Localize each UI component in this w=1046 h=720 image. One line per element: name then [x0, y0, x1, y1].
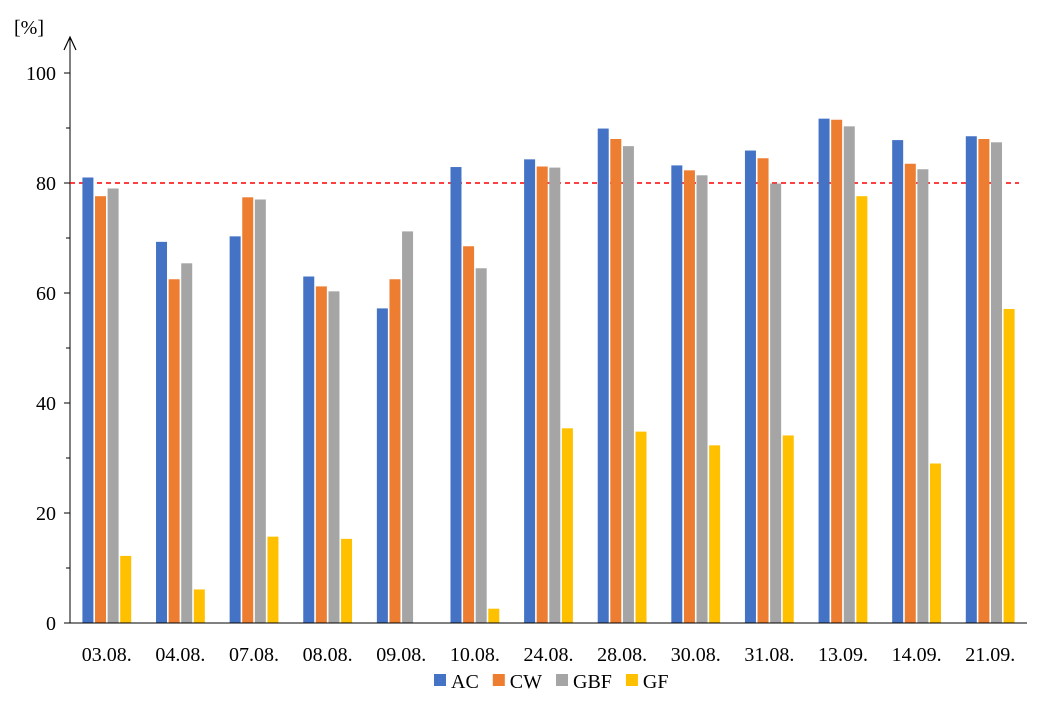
y-tick-label: 0: [46, 613, 56, 635]
bar-gbf-10: [843, 126, 855, 623]
legend-label-cw: CW: [510, 671, 542, 693]
x-axis: 03.08. 04.08. 07.08. 08.08. 09.08. 10.08. 24.0…: [70, 622, 1027, 666]
bar-gbf-2: [254, 199, 266, 623]
bar-gf-8: [709, 445, 721, 623]
bar-ac-4: [376, 308, 388, 623]
bar-gbf-7: [622, 146, 634, 623]
legend-label-ac: AC: [451, 671, 479, 693]
x-tick-label: 09.08.: [376, 644, 426, 666]
legend-swatch-gf: [625, 674, 638, 686]
bar-cw-12: [978, 139, 990, 623]
bar-cw-4: [389, 279, 401, 623]
y-tick-label: 100: [26, 63, 56, 85]
x-tick-label: 07.08.: [229, 644, 279, 666]
bar-cw-7: [610, 139, 622, 623]
y-axis: 0 20 40 60 80 100 [%]: [14, 17, 77, 635]
bar-ac-3: [303, 276, 315, 623]
bar-ac-1: [156, 241, 168, 623]
bar-gf-10: [856, 196, 868, 623]
y-tick-label: 40: [36, 393, 56, 415]
bar-ac-10: [818, 118, 830, 624]
x-tick-label: 28.08.: [597, 644, 647, 666]
x-tick-label: 21.09.: [965, 644, 1015, 666]
y-axis-label: [%]: [14, 17, 44, 39]
legend-swatch-ac: [434, 674, 446, 686]
legend-swatch-gbf: [556, 674, 569, 686]
bar-gf-12: [1003, 308, 1015, 623]
bar-gf-6: [561, 428, 573, 623]
bar-cw-9: [757, 158, 769, 623]
bar-gbf-11: [917, 169, 929, 623]
x-tick-label: 14.09.: [892, 644, 942, 666]
bar-ac-9: [744, 150, 756, 624]
x-tick-label: 24.08.: [524, 644, 574, 666]
x-tick-label: 03.08.: [82, 644, 132, 666]
x-tick-label: 30.08.: [671, 644, 721, 666]
y-tick-label: 20: [36, 503, 56, 525]
bar-ac-8: [671, 165, 683, 623]
bar-gbf-8: [696, 175, 708, 624]
bar-gf-5: [488, 608, 500, 623]
x-tick-label: 31.08.: [744, 644, 794, 666]
bar-gbf-6: [549, 167, 561, 623]
bar-gbf-5: [475, 268, 487, 623]
bar-cw-3: [315, 286, 327, 623]
bar-gbf-12: [990, 142, 1002, 624]
x-tick-label: 10.08.: [450, 644, 500, 666]
x-tick-label: 13.09.: [818, 644, 868, 666]
bar-cw-2: [242, 197, 254, 624]
legend: AC CW GBF GF: [434, 671, 669, 693]
bar-ac-5: [450, 167, 462, 624]
bar-gf-11: [929, 463, 941, 623]
bar-cw-11: [904, 163, 916, 623]
bar-gbf-1: [181, 263, 193, 623]
bar-gf-7: [635, 431, 647, 623]
bar-gf-0: [120, 555, 132, 623]
x-tick-label: 04.08.: [155, 644, 205, 666]
bar-ac-12: [965, 136, 977, 623]
bar-cw-8: [683, 170, 695, 623]
bar-gbf-4: [402, 231, 414, 623]
bar-ac-6: [524, 159, 536, 623]
bar-gf-9: [782, 435, 794, 623]
bar-gbf-9: [770, 183, 782, 624]
bar-gbf-3: [328, 291, 340, 623]
bar-cw-6: [536, 166, 548, 623]
bar-ac-11: [892, 140, 904, 623]
bar-cw-1: [168, 279, 180, 623]
bar-ac-2: [229, 236, 241, 623]
y-axis-arrow: [63, 35, 77, 51]
bar-cw-0: [95, 196, 107, 623]
bars: [82, 118, 1015, 624]
legend-label-gbf: GBF: [573, 671, 612, 693]
bar-cw-5: [463, 246, 475, 623]
bar-cw-10: [831, 119, 843, 623]
y-tick-label: 80: [36, 173, 56, 195]
bar-gf-2: [267, 536, 279, 623]
bar-gf-1: [193, 589, 205, 623]
legend-swatch-cw: [492, 674, 505, 686]
legend-label-gf: GF: [643, 671, 669, 693]
bar-gbf-0: [107, 188, 119, 623]
bar-gf-3: [341, 538, 353, 623]
bar-ac-7: [597, 128, 609, 624]
x-tick-label: 08.08.: [303, 644, 353, 666]
bar-ac-0: [82, 177, 94, 623]
y-tick-label: 60: [36, 283, 56, 305]
